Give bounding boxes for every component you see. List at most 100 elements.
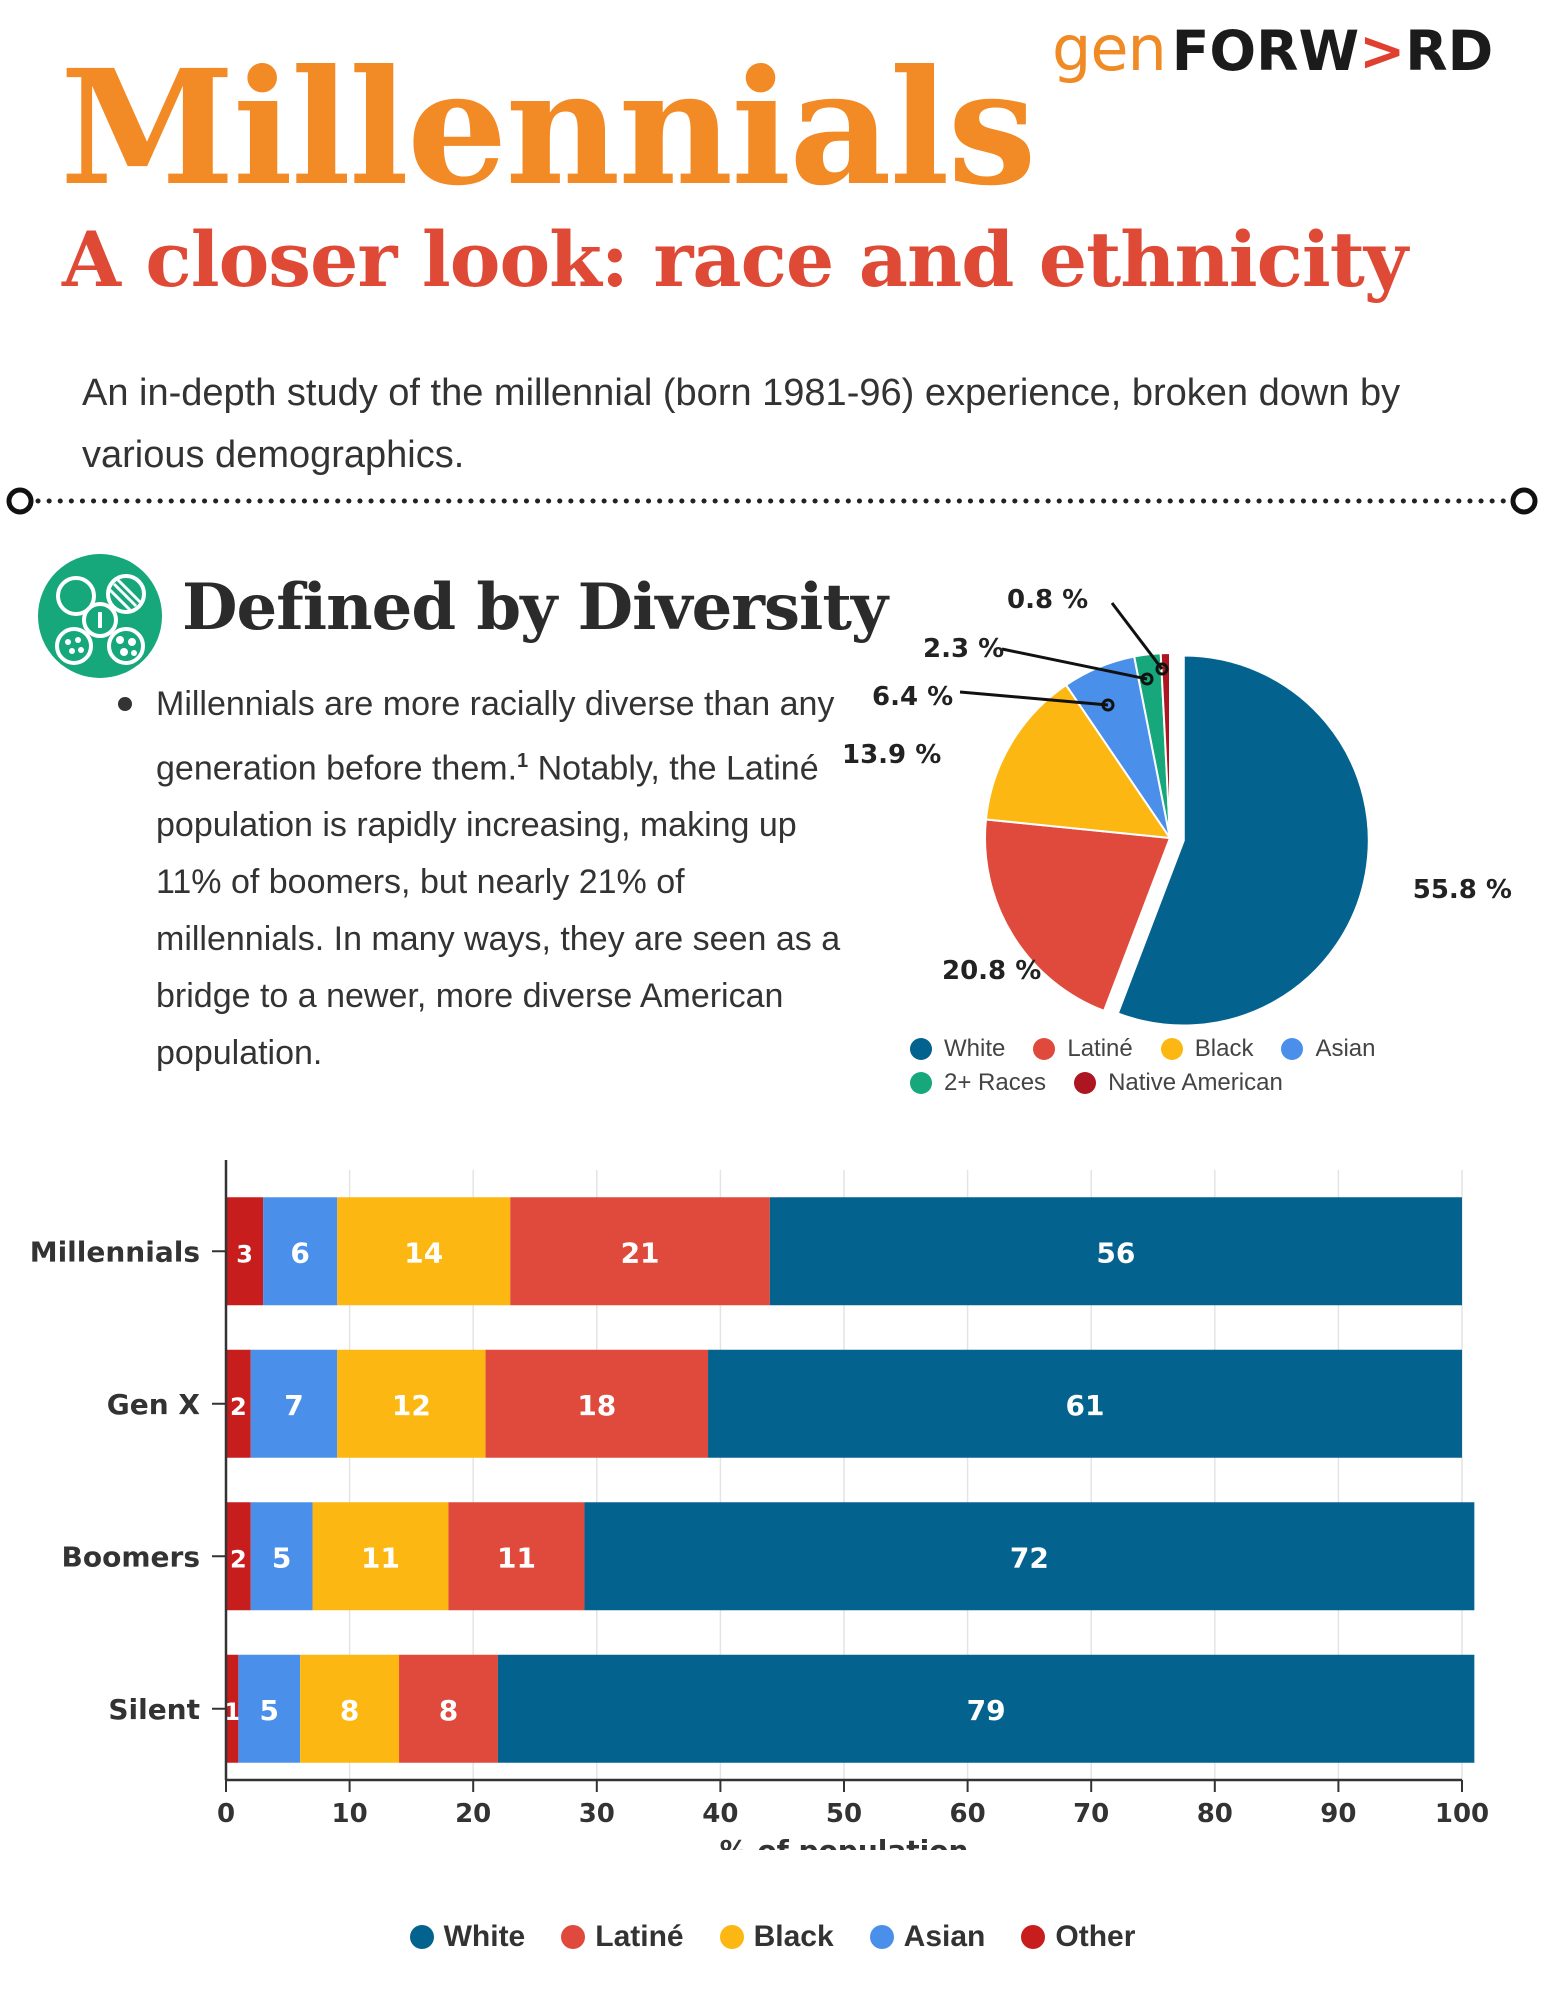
bullet-text-part2: Notably, the Latiné population is rapidl… bbox=[156, 749, 841, 1073]
pie-slice-native-american bbox=[1159, 651, 1171, 839]
pie-legend-item: Black bbox=[1160, 1032, 1254, 1066]
pie-legend-swatch bbox=[1281, 1038, 1304, 1060]
x-tick-label: 10 bbox=[332, 1799, 368, 1829]
x-tick-label: 80 bbox=[1197, 1799, 1233, 1829]
intro-text: An in-depth study of the millennial (bor… bbox=[82, 372, 1401, 476]
bar-data-label: 1 bbox=[224, 1698, 241, 1726]
bar-segment-latin- bbox=[485, 1349, 709, 1458]
bar-legend-swatch bbox=[561, 1925, 586, 1949]
pie-leader-line bbox=[1001, 647, 1148, 681]
bar-segment-black bbox=[312, 1502, 449, 1611]
x-tick-label: 60 bbox=[950, 1799, 986, 1829]
pie-chart: 55.8 % 20.8 % 13.9 % 6.4 % 2.3 %0.8 % bbox=[842, 585, 1512, 1027]
bar-data-label: 14 bbox=[404, 1236, 443, 1269]
bar-legend-label: Black bbox=[753, 1920, 834, 1953]
x-tick-label: 70 bbox=[1073, 1799, 1109, 1829]
bar-legend-swatch bbox=[869, 1925, 894, 1949]
bar-segment-latin- bbox=[510, 1197, 770, 1306]
bar-data-label: 7 bbox=[284, 1389, 303, 1422]
x-tick-label: 50 bbox=[826, 1799, 862, 1829]
x-tick-label: 20 bbox=[455, 1799, 491, 1829]
bar-segment-other bbox=[226, 1502, 251, 1611]
bar-legend-swatch bbox=[1021, 1925, 1046, 1949]
pie-slice-black bbox=[984, 683, 1173, 840]
pie-legend: White Latiné Black Asian 2+ Races Native Amer… bbox=[910, 1032, 1530, 1100]
pie-value-label: 55.8 % bbox=[1413, 875, 1512, 905]
bar-legend-item: Asian bbox=[869, 1920, 986, 1954]
pie-legend-label: White bbox=[944, 1035, 1006, 1062]
bar-data-label: 79 bbox=[967, 1694, 1006, 1727]
bar-data-label: 8 bbox=[439, 1694, 458, 1727]
bar-segment-black bbox=[337, 1197, 511, 1306]
bar-segment-latin- bbox=[399, 1654, 498, 1763]
bar-segment-other bbox=[226, 1349, 251, 1458]
logo-arrow: > bbox=[1359, 19, 1406, 83]
pie-legend-label: Native American bbox=[1108, 1069, 1283, 1096]
bar-data-label: 56 bbox=[1096, 1236, 1135, 1269]
pie-value-label: 13.9 % bbox=[842, 740, 941, 770]
pie-legend-item: Asian bbox=[1281, 1032, 1375, 1066]
bar-legend-item: Other bbox=[1021, 1920, 1135, 1954]
category-label: Gen X bbox=[107, 1388, 201, 1421]
pie-legend-swatch bbox=[1033, 1038, 1056, 1060]
bar-segment-black bbox=[337, 1349, 486, 1458]
pie-leader-dot bbox=[1140, 672, 1154, 686]
bar-segment-asian bbox=[238, 1654, 301, 1763]
bar-legend-label: Asian bbox=[903, 1920, 986, 1953]
bar-data-label: 2 bbox=[230, 1545, 247, 1573]
bar-data-label: 5 bbox=[260, 1694, 279, 1727]
x-axis-title: % of population bbox=[720, 1834, 969, 1850]
pie-legend-swatch bbox=[910, 1072, 932, 1094]
bar-segment-latin- bbox=[448, 1502, 585, 1611]
logo-forward: FORW>RD bbox=[1172, 19, 1493, 83]
pie-value-label: 6.4 % bbox=[872, 682, 953, 712]
pie-slice-latin- bbox=[984, 818, 1172, 1013]
bullet-text: Millennials are more racially diverse th… bbox=[156, 676, 856, 1082]
bar-data-label: 21 bbox=[621, 1236, 660, 1269]
bar-data-label: 61 bbox=[1066, 1389, 1105, 1422]
bar-segment-asian bbox=[250, 1502, 313, 1611]
pie-legend-swatch bbox=[1160, 1038, 1183, 1060]
pie-value-label: 20.8 % bbox=[942, 956, 1041, 986]
pie-legend-item: 2+ Races bbox=[910, 1066, 1046, 1100]
bar-legend-item: Latiné bbox=[561, 1920, 684, 1954]
bar-data-label: 18 bbox=[577, 1389, 616, 1422]
bar-segment-white bbox=[708, 1349, 1462, 1458]
bar-segment-other bbox=[226, 1197, 264, 1306]
pie-legend-label: 2+ Races bbox=[944, 1069, 1047, 1096]
dotted-divider bbox=[6, 487, 1538, 515]
bar-legend-item: Black bbox=[719, 1920, 834, 1954]
section-title: Defined by Diversity bbox=[182, 570, 888, 645]
logo-forw: FORW bbox=[1171, 19, 1360, 83]
pie-legend-swatch bbox=[1074, 1072, 1097, 1094]
x-tick-label: 0 bbox=[217, 1799, 235, 1829]
pie-leader-line bbox=[1110, 602, 1164, 670]
diversity-icon bbox=[38, 554, 162, 678]
pie-value-label: 2.3 % bbox=[923, 634, 1004, 664]
bullet-marker bbox=[118, 697, 132, 711]
bar-segment-white bbox=[584, 1502, 1475, 1611]
pie-value-label: 0.8 % bbox=[1007, 585, 1088, 615]
bar-legend-swatch bbox=[409, 1925, 434, 1949]
page-subtitle: A closer look: race and ethnicity bbox=[62, 215, 1408, 304]
bar-data-label: 12 bbox=[392, 1389, 431, 1422]
bar-legend-label: Latiné bbox=[595, 1920, 684, 1953]
bar-data-label: 3 bbox=[236, 1240, 253, 1268]
logo-rd: RD bbox=[1405, 19, 1494, 83]
x-tick-label: 40 bbox=[702, 1799, 738, 1829]
pie-legend-label: Black bbox=[1194, 1035, 1254, 1062]
bar-segment-asian bbox=[250, 1349, 338, 1458]
bar-data-label: 5 bbox=[272, 1541, 291, 1574]
pie-legend-label: Asian bbox=[1315, 1035, 1376, 1062]
bar-segment-other bbox=[226, 1654, 239, 1763]
pie-legend-item: Native American bbox=[1074, 1066, 1283, 1100]
bar-legend-swatch bbox=[719, 1925, 744, 1949]
logo-gen: gen bbox=[1052, 12, 1167, 85]
pie-slice-white bbox=[1116, 654, 1370, 1027]
category-label: Boomers bbox=[62, 1540, 200, 1573]
bar-segment-white bbox=[769, 1197, 1462, 1306]
bar-segment-white bbox=[497, 1654, 1475, 1763]
bar-data-label: 11 bbox=[361, 1541, 400, 1574]
bar-data-label: 11 bbox=[497, 1541, 536, 1574]
pie-leader-line bbox=[959, 690, 1109, 707]
